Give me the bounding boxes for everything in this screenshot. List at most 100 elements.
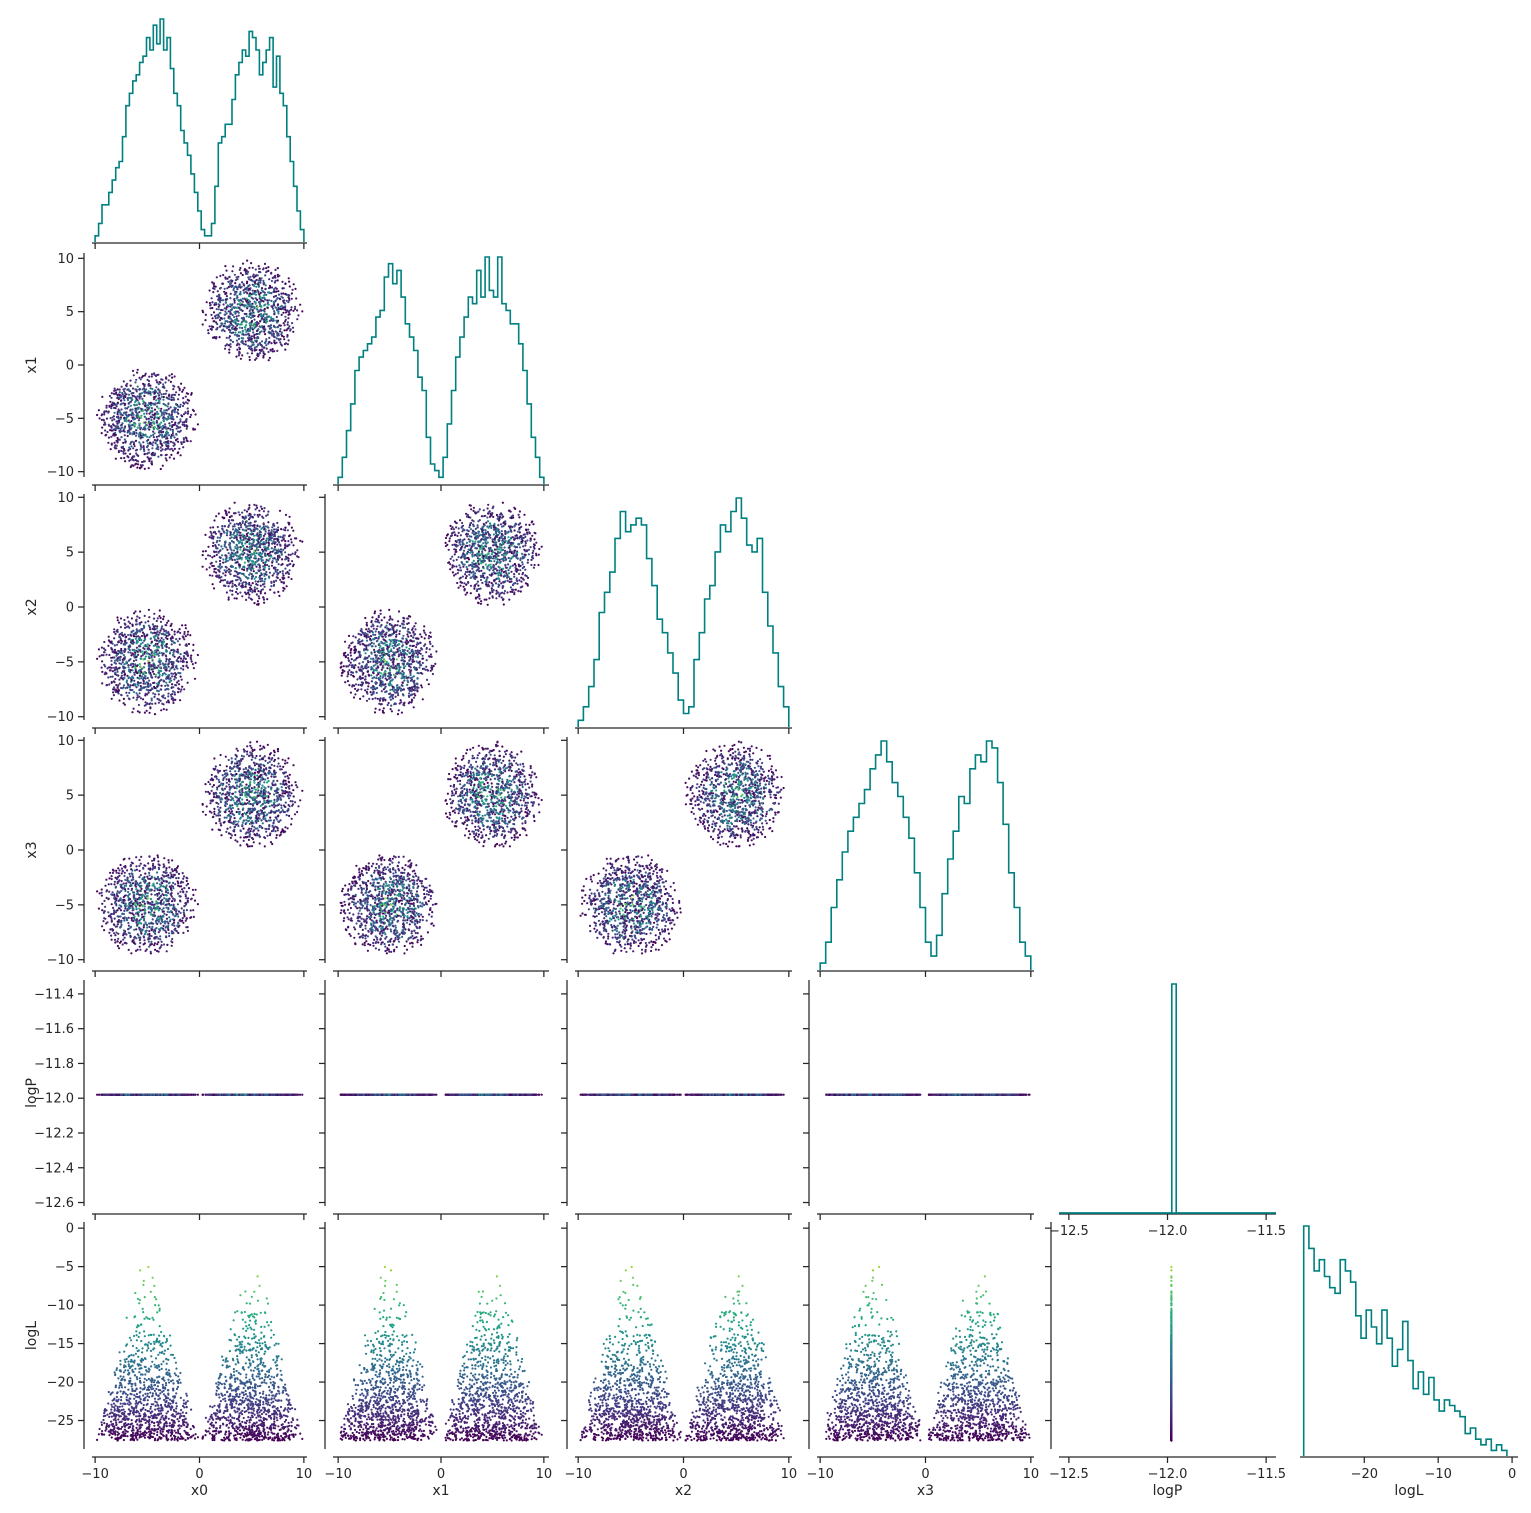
scatter-point bbox=[256, 299, 258, 301]
scatter-point bbox=[289, 285, 291, 287]
scatter-point bbox=[122, 446, 124, 448]
scatter-point bbox=[158, 634, 160, 636]
scatter-point bbox=[137, 654, 139, 656]
scatter-point bbox=[211, 328, 213, 330]
scatter-point bbox=[248, 300, 250, 302]
scatter-point bbox=[269, 325, 271, 327]
scatter-point bbox=[141, 392, 143, 394]
scatter-point bbox=[179, 638, 181, 640]
scatter-point bbox=[261, 349, 263, 351]
scatter-point bbox=[113, 424, 115, 426]
scatter-point bbox=[159, 398, 161, 400]
scatter-point bbox=[140, 697, 142, 699]
scatter-point bbox=[123, 619, 125, 621]
scatter-point bbox=[231, 280, 233, 282]
scatter-point bbox=[275, 287, 277, 289]
scatter-point bbox=[186, 439, 188, 441]
scatter-point bbox=[213, 536, 215, 538]
scatter-point bbox=[146, 412, 148, 414]
scatter-point bbox=[213, 283, 215, 285]
scatter-point bbox=[267, 351, 269, 353]
scatter-point bbox=[148, 467, 150, 469]
scatter-point bbox=[287, 301, 289, 303]
scatter-point bbox=[212, 545, 214, 547]
scatter-point bbox=[277, 297, 279, 299]
scatter-point bbox=[135, 459, 137, 461]
scatter-point bbox=[166, 437, 168, 439]
scatter-point bbox=[266, 313, 268, 315]
scatter-point bbox=[174, 693, 176, 695]
scatter-point bbox=[209, 304, 211, 306]
scatter-point bbox=[228, 599, 230, 601]
scatter-point bbox=[135, 440, 137, 442]
scatter-point bbox=[232, 289, 234, 291]
scatter-point bbox=[234, 523, 236, 525]
scatter-point bbox=[244, 305, 246, 307]
scatter-point bbox=[172, 418, 174, 420]
scatter-point bbox=[121, 424, 123, 426]
scatter-point bbox=[255, 508, 257, 510]
scatter-point bbox=[142, 403, 144, 405]
y-tick-label: −5 bbox=[55, 412, 74, 427]
scatter-point bbox=[162, 431, 164, 433]
scatter-point bbox=[179, 420, 181, 422]
scatter-point bbox=[120, 400, 122, 402]
scatter-point bbox=[251, 303, 253, 305]
scatter-point bbox=[239, 327, 241, 329]
scatter-point bbox=[137, 386, 139, 388]
scatter-point bbox=[264, 263, 266, 265]
scatter-point bbox=[147, 660, 149, 662]
scatter-point bbox=[138, 396, 140, 398]
scatter-point bbox=[273, 340, 275, 342]
scatter-point bbox=[156, 411, 158, 413]
scatter-point bbox=[161, 396, 163, 398]
scatter-point bbox=[280, 528, 282, 530]
scatter-point bbox=[111, 429, 113, 431]
scatter-point bbox=[172, 394, 174, 396]
scatter-point bbox=[261, 277, 263, 279]
scatter-point bbox=[156, 381, 158, 383]
scatter-point bbox=[229, 534, 231, 536]
scatter-point bbox=[245, 273, 247, 275]
scatter-point bbox=[263, 581, 265, 583]
scatter-point bbox=[263, 510, 265, 512]
scatter-point bbox=[121, 675, 123, 677]
scatter-point bbox=[103, 641, 105, 643]
scatter-point bbox=[279, 571, 281, 573]
scatter-point bbox=[205, 314, 207, 316]
scatter-point bbox=[281, 577, 283, 579]
scatter-point bbox=[148, 609, 150, 611]
scatter-point bbox=[256, 507, 258, 509]
scatter-point bbox=[212, 526, 214, 528]
scatter-point bbox=[257, 584, 259, 586]
scatter-point bbox=[118, 450, 120, 452]
scatter-point bbox=[146, 681, 148, 683]
scatter-point bbox=[132, 459, 134, 461]
scatter-point bbox=[260, 554, 262, 556]
scatter-point bbox=[291, 298, 293, 300]
scatter-point bbox=[288, 325, 290, 327]
scatter-point bbox=[168, 408, 170, 410]
scatter-point bbox=[248, 333, 250, 335]
scatter-point bbox=[166, 638, 168, 640]
scatter-point bbox=[257, 539, 259, 541]
scatter-point bbox=[164, 412, 166, 414]
scatter-point bbox=[143, 645, 145, 647]
scatter-point bbox=[182, 402, 184, 404]
scatter-point bbox=[224, 574, 226, 576]
scatter-point bbox=[274, 535, 276, 537]
scatter-point bbox=[266, 598, 268, 600]
scatter-point bbox=[253, 323, 255, 325]
scatter-point bbox=[243, 566, 245, 568]
scatter-point bbox=[226, 287, 228, 289]
scatter-point bbox=[254, 586, 256, 588]
scatter-point bbox=[272, 277, 274, 279]
scatter-point bbox=[163, 436, 165, 438]
scatter-point bbox=[172, 442, 174, 444]
scatter-point bbox=[224, 288, 226, 290]
scatter-point bbox=[260, 344, 262, 346]
scatter-point bbox=[220, 535, 222, 537]
scatter-point bbox=[126, 695, 128, 697]
scatter-point bbox=[130, 654, 132, 656]
scatter-point bbox=[160, 441, 162, 443]
